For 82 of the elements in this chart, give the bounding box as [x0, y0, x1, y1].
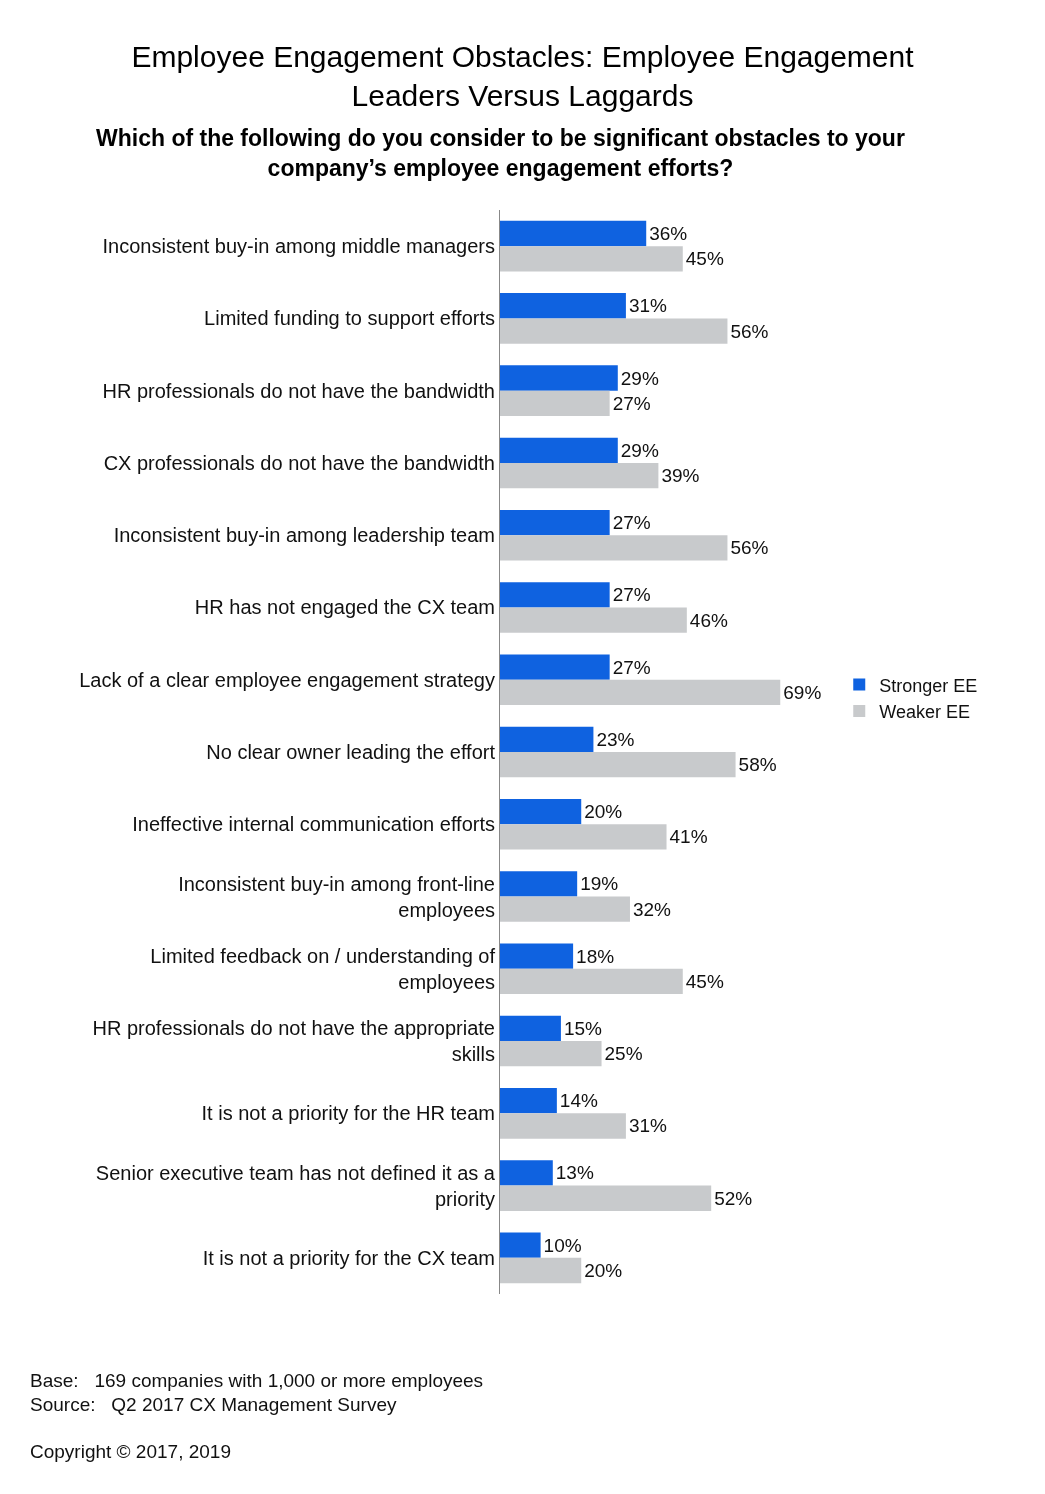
data-label: 14%	[559, 1090, 598, 1112]
data-label: 52%	[714, 1187, 753, 1209]
y-tick-label: Inconsistent buy-in among front-line employees	[178, 872, 495, 921]
data-label: 23%	[596, 728, 635, 750]
data-label: 69%	[783, 681, 822, 703]
bar	[500, 679, 781, 706]
data-label: 20%	[584, 1260, 623, 1282]
bar	[500, 654, 610, 680]
data-label: 29%	[620, 439, 659, 461]
data-label: 27%	[612, 656, 651, 678]
bar	[500, 390, 610, 416]
data-label: 39%	[661, 465, 700, 487]
legend-label: Weaker EE	[879, 701, 970, 722]
data-label: 45%	[685, 970, 724, 992]
bar	[500, 607, 687, 633]
source-note: Source: Q2 2017 CX Management Survey	[30, 1394, 397, 1415]
bar	[500, 1088, 557, 1114]
bar	[500, 1015, 561, 1042]
y-tick-label: Limited feedback on / understanding of employees	[150, 944, 496, 993]
bar	[500, 462, 659, 489]
bar	[500, 1041, 602, 1067]
data-label: 36%	[649, 222, 688, 244]
data-label: 31%	[628, 1115, 668, 1137]
y-tick-label: HR professionals do not have the appropriate skills	[92, 1017, 495, 1066]
bar	[500, 943, 574, 969]
data-label: 18%	[576, 945, 615, 967]
data-label: 31%	[628, 295, 668, 317]
bar	[500, 220, 647, 247]
bar	[500, 582, 610, 608]
bar	[500, 968, 683, 995]
bar	[500, 1160, 553, 1186]
bar	[500, 365, 618, 391]
text: Copyright © 2017, 2019	[30, 1441, 231, 1462]
data-label: 13%	[555, 1162, 594, 1184]
y-tick-label: Limited funding to support efforts	[204, 307, 495, 330]
data-label: 45%	[685, 248, 724, 270]
data-label: 29%	[620, 367, 659, 389]
bar	[500, 752, 736, 778]
y-tick-label: No clear owner leading the effort	[206, 741, 496, 763]
data-label: 56%	[730, 537, 769, 559]
data-label: 27%	[612, 392, 651, 414]
y-tick-label: It is not a priority for the CX team	[202, 1246, 495, 1269]
data-label: 46%	[689, 609, 728, 631]
bar	[500, 726, 594, 752]
y-tick-label: Senior executive team has not defined it as a priority	[95, 1161, 496, 1210]
bar	[500, 798, 582, 825]
data-label: 56%	[730, 320, 769, 342]
data-label: 20%	[584, 801, 623, 823]
y-tick-label: Inconsistent buy-in among leadership team	[113, 524, 495, 547]
data-label: 25%	[604, 1043, 643, 1065]
data-label: 27%	[612, 584, 651, 606]
data-label: 10%	[543, 1234, 582, 1256]
y-tick-label: CX professionals do not have the bandwidth	[103, 451, 495, 474]
bar	[500, 535, 728, 561]
bar	[500, 1113, 626, 1139]
data-label: 27%	[612, 512, 651, 534]
legend-label: Stronger EE	[879, 675, 978, 696]
bar	[500, 896, 630, 922]
text: Base: 169 companies with 1,000 or more employees	[30, 1370, 484, 1391]
y-tick-label: HR has not engaged the CX team	[194, 596, 495, 619]
bar	[500, 318, 728, 344]
bar	[500, 246, 683, 272]
bar	[500, 1257, 582, 1284]
bar	[500, 871, 578, 897]
bar	[500, 824, 667, 850]
y-tick-label: Lack of a clear employee engagement strategy	[79, 668, 495, 691]
bar	[500, 1185, 712, 1211]
bar	[500, 1232, 541, 1258]
chart-subtitle: Which of the following do you consider to be significant obstacles to your company’s employee engagement efforts?	[96, 125, 905, 181]
data-label: 15%	[563, 1017, 603, 1039]
y-tick-label: It is not a priority for the HR team	[201, 1102, 495, 1125]
y-tick-label: HR professionals do not have the bandwidth	[102, 379, 495, 402]
data-label: 19%	[580, 873, 619, 895]
data-label: 58%	[738, 754, 777, 776]
chart-title: Employee Engagement Obstacles: Employee Engagement Leaders Versus Laggards	[131, 40, 915, 113]
bar	[500, 293, 626, 319]
data-label: 41%	[669, 826, 708, 848]
data-label: 32%	[632, 898, 672, 920]
bar	[500, 437, 618, 463]
bar	[500, 509, 610, 536]
y-tick-label: Inconsistent buy-in among middle managers	[102, 235, 495, 258]
y-tick-label: Ineffective internal communication efforts	[132, 813, 495, 836]
